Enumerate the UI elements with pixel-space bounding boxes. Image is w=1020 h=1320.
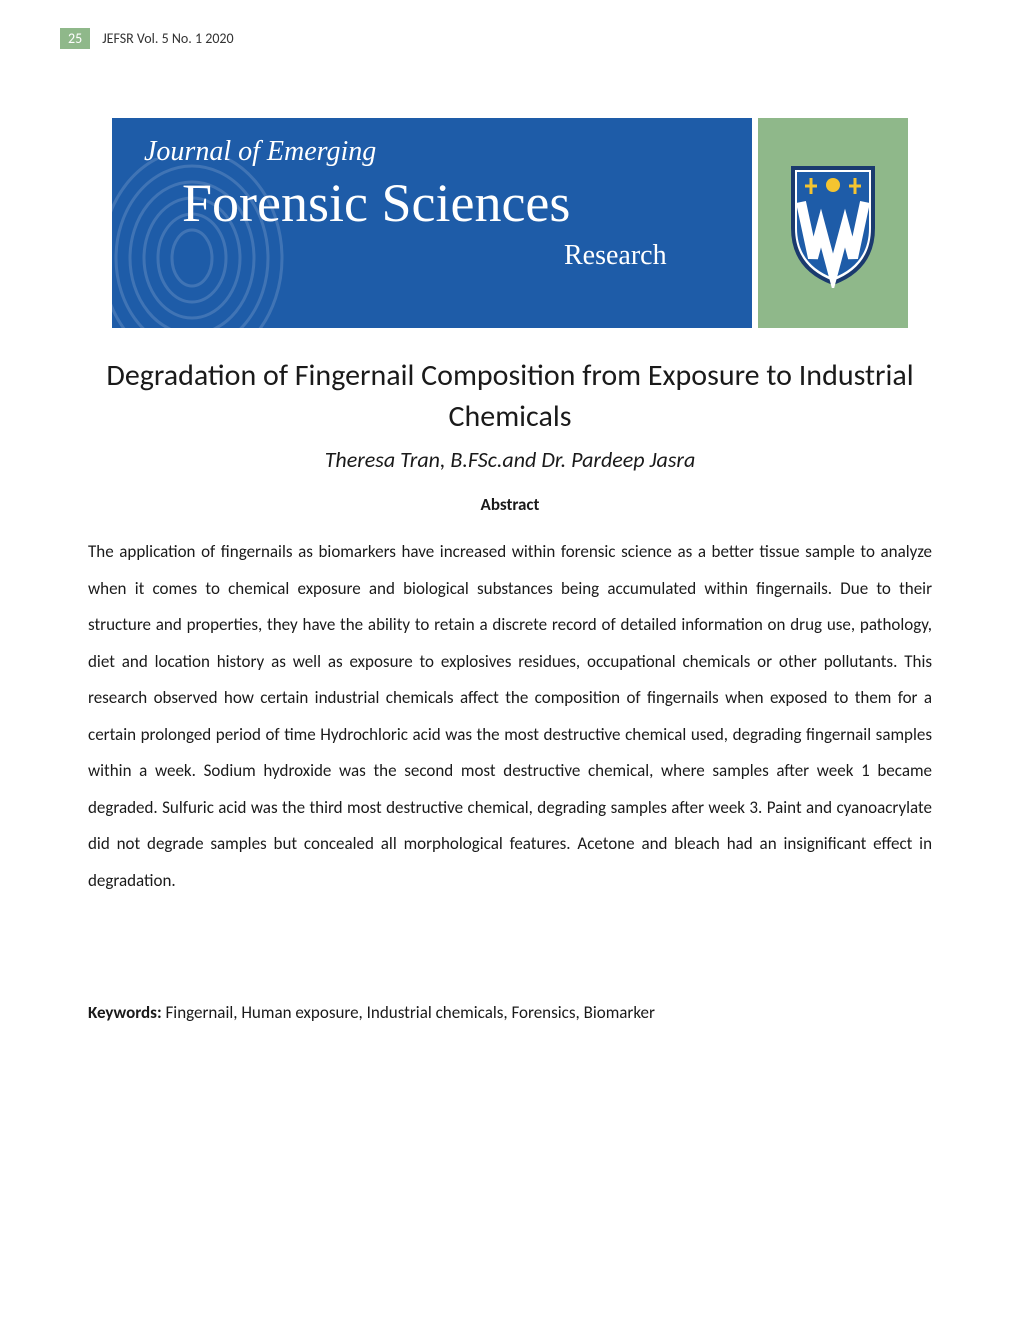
article-authors: Theresa Tran, B.FSc.and Dr. Pardeep Jasr… [88, 446, 932, 473]
banner-title-line2: Forensic Sciences [182, 172, 744, 234]
banner-title-line1: Journal of Emerging [144, 136, 744, 168]
university-shield-icon [783, 158, 883, 288]
banner-shield-panel [758, 118, 908, 328]
keywords-section: Keywords: Fingernail, Human exposure, In… [88, 1002, 932, 1023]
banner-title-line3: Research [564, 240, 744, 272]
page-number: 25 [60, 28, 90, 49]
page-header: 25 JEFSR Vol. 5 No. 1 2020 [60, 28, 234, 49]
article-title: Degradation of Fingernail Composition fr… [88, 356, 932, 437]
journal-reference: JEFSR Vol. 5 No. 1 2020 [102, 30, 233, 47]
abstract-heading: Abstract [88, 494, 932, 515]
banner-main-panel: Journal of Emerging Forensic Sciences Re… [112, 118, 752, 328]
journal-banner: Journal of Emerging Forensic Sciences Re… [112, 118, 908, 328]
keywords-text: Fingernail, Human exposure, Industrial c… [165, 1002, 654, 1023]
abstract-body: The application of fingernails as biomar… [88, 534, 932, 899]
keywords-label: Keywords: [88, 1002, 165, 1023]
